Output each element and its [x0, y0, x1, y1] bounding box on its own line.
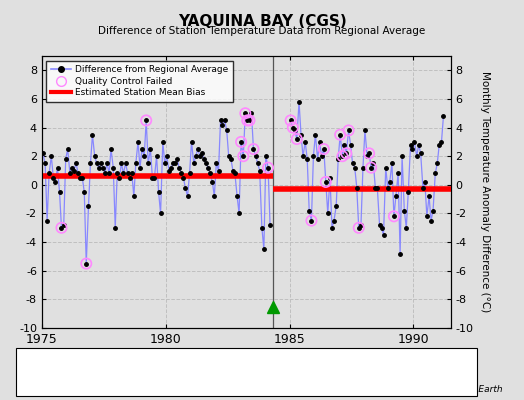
Text: Berkeley Earth: Berkeley Earth	[436, 385, 503, 394]
Point	[249, 146, 258, 152]
Point	[338, 153, 346, 160]
Point	[289, 124, 297, 131]
Point	[243, 117, 252, 124]
Point	[367, 164, 375, 171]
Point	[264, 164, 272, 171]
Point	[239, 153, 247, 160]
Point	[82, 260, 91, 267]
Point	[322, 179, 330, 185]
Point	[307, 218, 315, 224]
Text: ▲: ▲	[141, 370, 150, 380]
Text: Time of Obs. Change: Time of Obs. Change	[262, 370, 364, 380]
Legend: Difference from Regional Average, Quality Control Failed, Estimated Station Mean: Difference from Regional Average, Qualit…	[47, 60, 233, 102]
Point	[320, 146, 328, 152]
Text: Record Gap: Record Gap	[157, 370, 214, 380]
Point	[57, 224, 66, 231]
Point	[237, 139, 245, 145]
Point	[292, 136, 301, 142]
Text: Difference of Station Temperature Data from Regional Average: Difference of Station Temperature Data f…	[99, 26, 425, 36]
Text: ■: ■	[383, 370, 393, 380]
Y-axis label: Monthly Temperature Anomaly Difference (°C): Monthly Temperature Anomaly Difference (…	[480, 71, 490, 313]
Point	[390, 213, 398, 220]
Text: ▼: ▼	[246, 370, 255, 380]
Point	[342, 150, 351, 156]
Point	[336, 132, 344, 138]
Text: Station Move: Station Move	[52, 370, 116, 380]
Point	[245, 117, 254, 124]
Point	[344, 127, 353, 134]
Point	[241, 110, 249, 116]
Point	[365, 150, 373, 156]
Text: ◆: ◆	[37, 370, 45, 380]
Point	[287, 117, 295, 124]
Text: YAQUINA BAY (CGS): YAQUINA BAY (CGS)	[178, 14, 346, 29]
Point	[142, 117, 150, 124]
Point	[355, 224, 363, 231]
Text: Empirical Break: Empirical Break	[398, 370, 475, 380]
